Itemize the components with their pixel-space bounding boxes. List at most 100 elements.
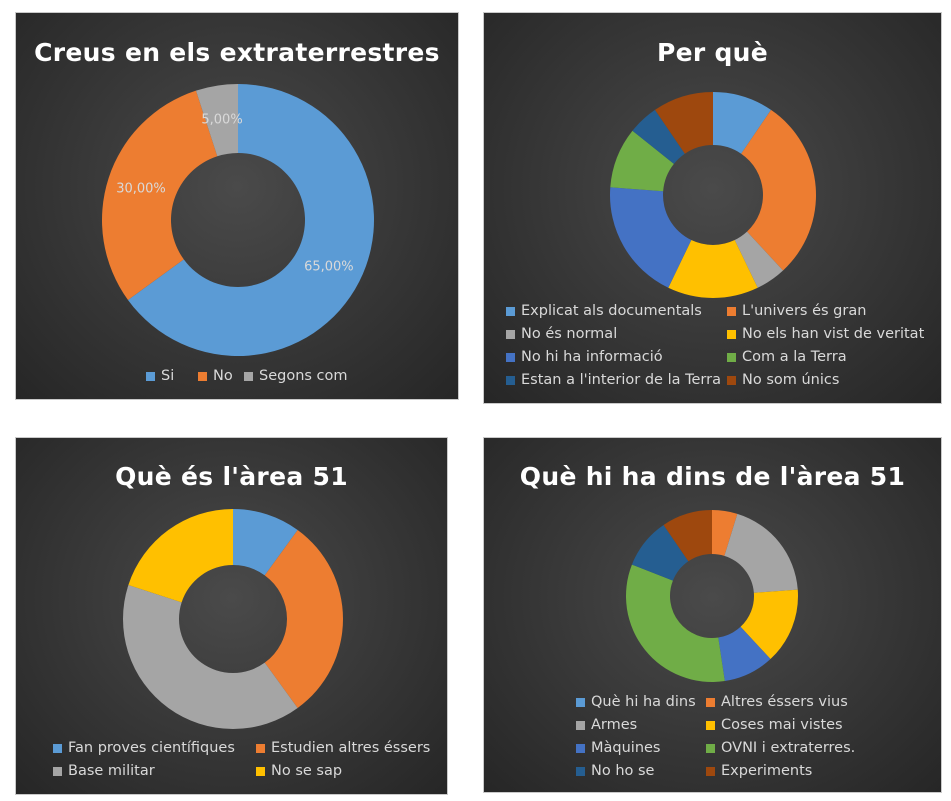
data-label-no: 30,00%: [116, 181, 166, 196]
donut-chart: 65,00% 30,00% 5,00%: [102, 84, 374, 356]
chart-title: Què hi ha dins de l'àrea 51: [519, 462, 906, 491]
legend-swatch: [506, 375, 515, 385]
legend-label: No és normal: [521, 326, 618, 342]
legend-swatch: [727, 375, 736, 385]
legend-item-estudien-altres-essers: Estudien altres éssers: [256, 740, 430, 756]
legend-label: OVNI i extraterres.: [721, 740, 856, 756]
legend-swatch: [706, 766, 715, 776]
legend-label: Si: [161, 368, 175, 384]
donut-slice-no-hi-ha-informacio: [610, 187, 692, 288]
legend-item-no-som-unics: No som únics: [727, 372, 839, 388]
donut-slice-si: [127, 84, 374, 356]
legend-swatch: [256, 766, 265, 776]
legend-label: Què hi ha dins: [591, 694, 696, 710]
chart-panel-why: Per què Explicat als documentals L'univer…: [483, 12, 942, 404]
legend-item-no-ho-se: No ho se: [576, 763, 654, 779]
legend-item-base-militar: Base militar: [53, 763, 155, 779]
legend-item-si: Si: [146, 368, 174, 384]
chart-title: Creus en els extraterrestres: [34, 38, 440, 67]
donut-slice-no-es-normal: [734, 231, 784, 288]
legend-swatch: [706, 720, 715, 730]
chart-panel-inside-area51: Què hi ha dins de l'àrea 51 Què hi ha di…: [483, 437, 942, 793]
legend-label: Com a la Terra: [742, 349, 847, 365]
legend-swatch: [576, 766, 585, 776]
chart-panel-aliens-belief: Creus en els extraterrestres 65,00% 30,00…: [15, 12, 459, 400]
donut-slice-com-a-la-terra: [610, 130, 674, 192]
legend-swatch: [146, 371, 155, 381]
legend-item-no-els-han-vist-de-veritat: No els han vist de veritat: [727, 326, 924, 342]
donut-slice-armes: [724, 513, 798, 593]
legend-label: Estudien altres éssers: [271, 740, 431, 756]
donut-slice-segons-com: [195, 84, 238, 157]
donut-slice-base-militar: [122, 585, 298, 729]
legend-label: Armes: [591, 717, 638, 733]
legend-swatch: [53, 766, 62, 776]
legend-item-no-se-sap: No se sap: [256, 763, 342, 779]
donut-slice-l-univers-es-gran: [741, 109, 816, 271]
legend-swatch: [53, 743, 62, 753]
legend-label: Segons com: [259, 368, 348, 384]
legend-label: No se sap: [271, 763, 343, 779]
legend-item-maquines: Màquines: [576, 740, 660, 756]
legend-label: Fan proves científiques: [68, 740, 235, 756]
legend-label: Experiments: [721, 763, 813, 779]
legend-item-segons-com: Segons com: [244, 368, 348, 384]
donut-slice-experiments: [663, 510, 712, 562]
legend-item-que-hi-ha-dins: Què hi ha dins: [576, 694, 696, 710]
legend-swatch: [706, 697, 715, 707]
donut-chart: [122, 509, 344, 729]
legend-swatch: [506, 352, 515, 362]
data-label-segons-com: 5,00%: [201, 112, 242, 127]
legend-item-no: No: [198, 368, 233, 384]
legend-label: No ho se: [591, 763, 655, 779]
legend-label: No hi ha informació: [521, 349, 663, 365]
legend-swatch: [727, 352, 736, 362]
legend-label: Estan a l'interior de la Terra: [521, 372, 721, 388]
legend-label: Màquines: [591, 740, 661, 756]
donut-slice-fan-proves-cientifiques: [233, 509, 298, 576]
legend-swatch: [198, 371, 207, 381]
legend-swatch: [727, 306, 736, 316]
legend-swatch: [727, 329, 736, 339]
legend-label: No els han vist de veritat: [742, 326, 925, 342]
legend-label: L'univers és gran: [742, 303, 867, 319]
donut-slice-no-ho-se: [631, 524, 689, 581]
donut-slice-ovni-i-extraterres: [626, 564, 725, 682]
legend-item-altres-essers-vius: Altres éssers vius: [706, 694, 848, 710]
legend-item-ovni-i-extraterres: OVNI i extraterres.: [706, 740, 855, 756]
legend-item-explicat-als-documentals: Explicat als documentals: [506, 303, 702, 319]
legend-swatch: [244, 371, 253, 381]
legend-item-fan-proves-cientifiques: Fan proves científiques: [53, 740, 235, 756]
legend-swatch: [506, 306, 515, 316]
legend-item-l-univers-es-gran: L'univers és gran: [727, 303, 866, 319]
donut-slice-no: [102, 90, 218, 300]
donut-slice-no-se-sap: [128, 509, 233, 603]
legend-swatch: [506, 329, 515, 339]
donut-slice-estudien-altres-essers: [264, 530, 344, 708]
chart-title: Per què: [656, 38, 769, 67]
legend-swatch: [706, 743, 715, 753]
legend-item-no-es-normal: No és normal: [506, 326, 617, 342]
legend-label: Altres éssers vius: [721, 694, 848, 710]
legend-swatch: [576, 743, 585, 753]
legend-item-coses-mai-vistes: Coses mai vistes: [706, 717, 843, 733]
legend-label: Base militar: [68, 763, 155, 779]
data-label-si: 65,00%: [304, 259, 354, 274]
legend-label: No: [213, 368, 233, 384]
donut-slice-estan-a-l-interior-de-la-terra: [632, 109, 685, 164]
donut-slice-explicat-als-documentals: [713, 92, 772, 154]
donut-slice-no-els-han-vist-de-veritat: [668, 240, 758, 298]
legend-item-no-hi-ha-informacio: No hi ha informació: [506, 349, 663, 365]
donut-chart: [610, 92, 816, 298]
chart-panel-area51: Què és l'àrea 51 Fan proves científiques…: [15, 437, 448, 795]
donut-slice-maquines: [718, 626, 771, 682]
legend-label: Explicat als documentals: [521, 303, 702, 319]
donut-slice-coses-mai-vistes: [740, 589, 798, 660]
donut-chart: [626, 510, 798, 682]
chart-title: Què és l'àrea 51: [115, 462, 348, 491]
legend-label: No som únics: [742, 372, 840, 388]
legend-swatch: [576, 720, 585, 730]
donut-slice-altres-essers-vius: [712, 510, 738, 556]
legend-label: Coses mai vistes: [721, 717, 843, 733]
legend-swatch: [256, 743, 265, 753]
